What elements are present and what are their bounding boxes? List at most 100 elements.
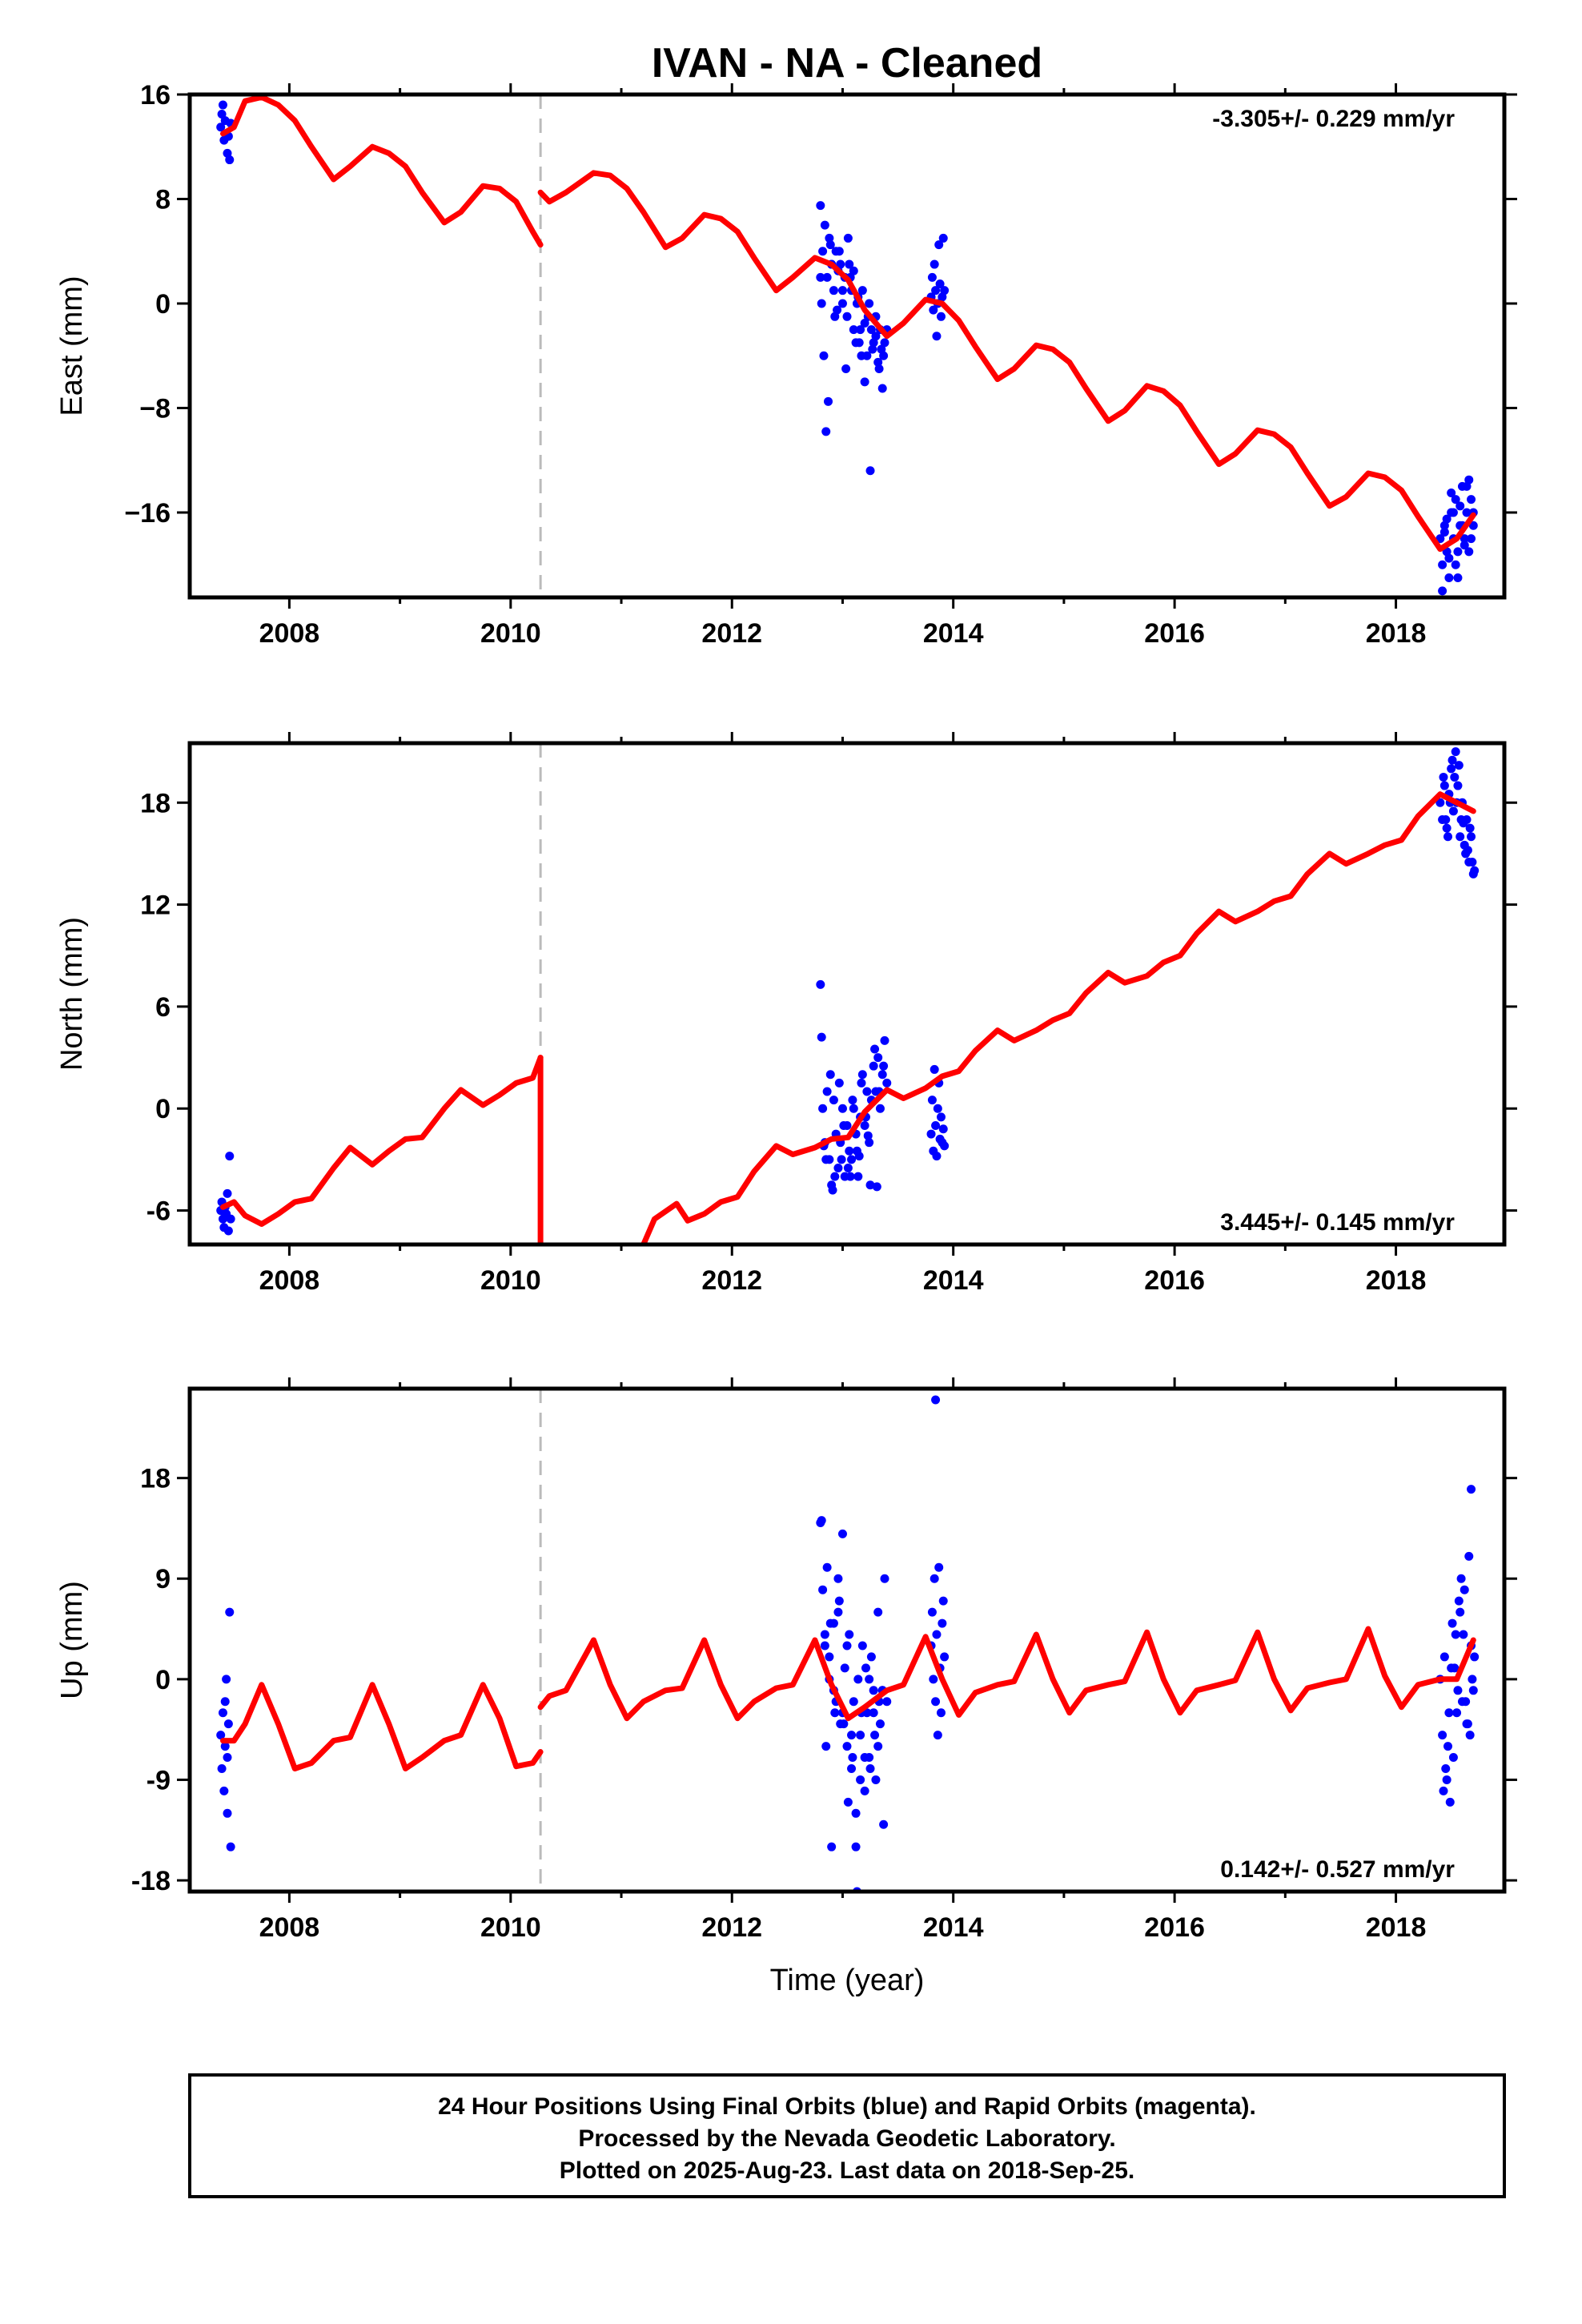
data-point (843, 1797, 853, 1807)
data-point (927, 1096, 937, 1105)
data-point (873, 357, 883, 367)
data-point (873, 1742, 883, 1751)
data-point (874, 364, 884, 374)
data-point (842, 312, 852, 321)
data-point (839, 1719, 849, 1729)
data-point (1451, 560, 1460, 569)
data-point (857, 1070, 867, 1080)
data-point (932, 1630, 942, 1639)
data-point (1453, 1686, 1463, 1695)
y-tick-label: −16 (124, 498, 171, 529)
data-point (1438, 560, 1447, 569)
data-point (1448, 1753, 1458, 1763)
data-point (853, 1675, 863, 1684)
data-point (1438, 1731, 1447, 1740)
data-point (1467, 1485, 1476, 1494)
data-point (848, 1096, 857, 1105)
data-point (1448, 806, 1458, 816)
data-point (223, 1188, 232, 1198)
data-point (1442, 823, 1452, 833)
data-point (865, 466, 875, 476)
x-tick-label: 2012 (701, 1265, 762, 1296)
data-point (1441, 814, 1451, 824)
data-point (865, 299, 874, 308)
plot-area (216, 1389, 1480, 1892)
model-curve (220, 94, 544, 248)
data-point (1454, 761, 1464, 770)
data-point (1467, 832, 1476, 842)
data-point (1454, 1596, 1464, 1606)
data-point (827, 1842, 837, 1852)
data-point (845, 1172, 855, 1181)
data-point (817, 1516, 826, 1526)
data-point (1444, 573, 1454, 583)
y-tick-label: 0 (155, 1665, 171, 1695)
data-point (1470, 1652, 1480, 1662)
x-tick-label: 2014 (923, 1265, 984, 1296)
data-point (875, 1104, 885, 1113)
data-point (1456, 501, 1465, 511)
x-tick-label: 2018 (1366, 618, 1427, 649)
data-point (938, 1124, 948, 1134)
data-point (839, 1120, 849, 1130)
data-point (1442, 514, 1452, 524)
data-point (1444, 1708, 1454, 1718)
x-tick-label: 2010 (480, 1265, 541, 1296)
data-point (820, 1630, 829, 1639)
model-curve (537, 170, 1476, 553)
data-point (1456, 832, 1465, 842)
data-point (860, 318, 869, 328)
data-point (833, 305, 842, 315)
data-point (849, 1697, 858, 1707)
data-point (932, 1152, 942, 1161)
data-point (1452, 1708, 1462, 1718)
data-point (1453, 573, 1463, 583)
data-point (863, 1131, 873, 1140)
panel-frame (187, 741, 1507, 1247)
data-point (931, 1395, 941, 1405)
rate-label: -3.305+/- 0.229 mm/yr (1212, 106, 1455, 132)
data-point (1450, 1663, 1460, 1673)
x-tick-label: 2018 (1366, 1265, 1427, 1296)
data-point (219, 1786, 229, 1795)
x-tick-label: 2010 (480, 1912, 541, 1943)
data-point (1465, 823, 1475, 833)
data-point (821, 1742, 831, 1751)
data-point (940, 286, 950, 296)
data-point (841, 364, 851, 374)
x-tick-label: 2014 (923, 618, 984, 649)
data-point (857, 286, 867, 296)
data-point (857, 1078, 866, 1088)
data-point (1459, 1630, 1468, 1639)
data-point (1456, 1607, 1465, 1617)
data-point (1443, 832, 1453, 842)
data-point (1464, 547, 1474, 557)
data-point (851, 1808, 861, 1818)
data-point (849, 1104, 858, 1113)
plot-area (216, 743, 1480, 1244)
data-point (824, 396, 833, 406)
data-point (837, 1529, 847, 1538)
data-point (216, 1731, 226, 1740)
data-point (938, 1618, 947, 1628)
y-tick-label: 0 (155, 1094, 171, 1124)
data-point (1460, 1585, 1469, 1594)
data-point (223, 1719, 233, 1729)
data-point (830, 1172, 840, 1181)
data-point (1451, 747, 1460, 757)
data-point (854, 338, 864, 348)
data-point (851, 1842, 861, 1852)
model-curve (220, 1682, 544, 1771)
data-point (836, 259, 845, 269)
data-point (1439, 527, 1449, 537)
data-point (819, 351, 829, 360)
data-point (1435, 534, 1445, 544)
data-point (837, 299, 847, 308)
data-point (1467, 534, 1476, 544)
data-point (1453, 547, 1463, 557)
data-point (1447, 764, 1456, 774)
data-point (223, 1808, 232, 1818)
y-tick-label: 0 (155, 289, 171, 320)
data-point (931, 1120, 941, 1130)
